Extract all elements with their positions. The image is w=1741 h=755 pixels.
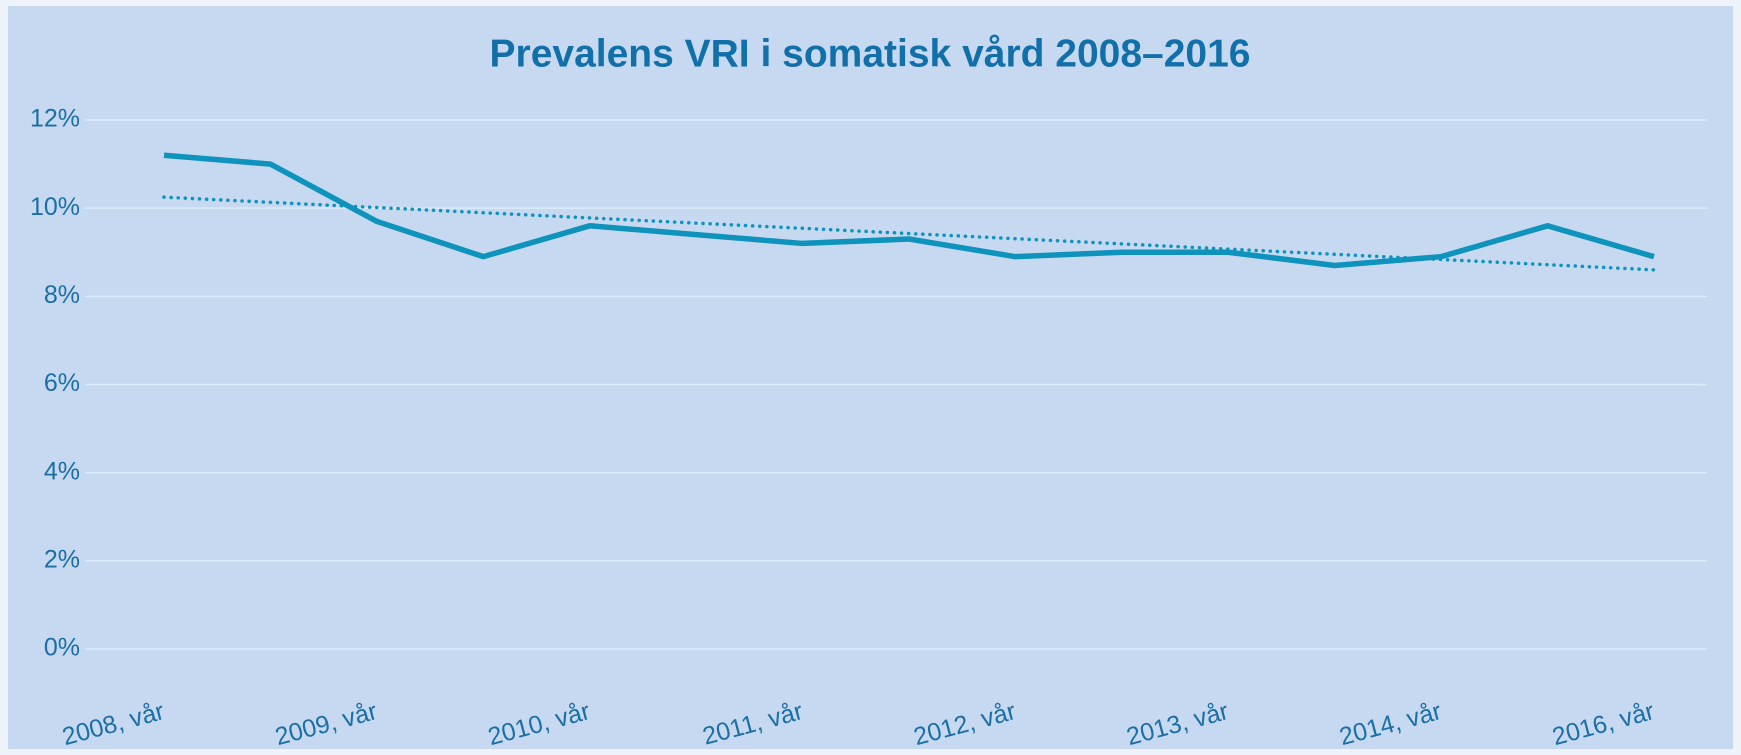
chart-background — [8, 6, 1733, 749]
y-tick-label: 0% — [44, 634, 80, 662]
trend-line — [162, 195, 1656, 272]
y-tick-label: 12% — [30, 105, 80, 133]
y-tick-label: 10% — [30, 193, 80, 221]
chart-title: Prevalens VRI i somatisk vård 2008–2016 — [490, 32, 1251, 75]
data-line — [163, 152, 1655, 269]
y-tick-label: 4% — [44, 457, 80, 485]
y-tick-label: 6% — [44, 369, 80, 397]
y-tick-label: 2% — [44, 545, 80, 573]
y-tick-label: 8% — [44, 281, 80, 309]
